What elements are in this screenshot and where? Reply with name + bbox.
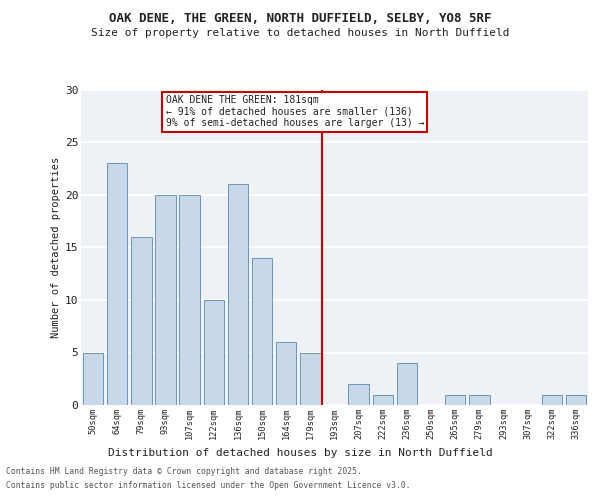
Bar: [542, 394, 562, 405]
Bar: [107, 164, 127, 405]
Bar: [445, 394, 466, 405]
Bar: [469, 394, 490, 405]
Bar: [83, 352, 103, 405]
Text: OAK DENE THE GREEN: 181sqm
← 91% of detached houses are smaller (136)
9% of semi: OAK DENE THE GREEN: 181sqm ← 91% of deta…: [166, 95, 424, 128]
Bar: [300, 352, 320, 405]
Text: OAK DENE, THE GREEN, NORTH DUFFIELD, SELBY, YO8 5RF: OAK DENE, THE GREEN, NORTH DUFFIELD, SEL…: [109, 12, 491, 26]
Text: Distribution of detached houses by size in North Duffield: Distribution of detached houses by size …: [107, 448, 493, 458]
Bar: [155, 195, 176, 405]
Bar: [373, 394, 393, 405]
Bar: [397, 363, 417, 405]
Bar: [179, 195, 200, 405]
Bar: [566, 394, 586, 405]
Bar: [203, 300, 224, 405]
Text: Contains public sector information licensed under the Open Government Licence v3: Contains public sector information licen…: [6, 481, 410, 490]
Bar: [131, 237, 152, 405]
Text: Size of property relative to detached houses in North Duffield: Size of property relative to detached ho…: [91, 28, 509, 38]
Bar: [276, 342, 296, 405]
Y-axis label: Number of detached properties: Number of detached properties: [50, 157, 61, 338]
Bar: [252, 258, 272, 405]
Bar: [349, 384, 369, 405]
Bar: [227, 184, 248, 405]
Text: Contains HM Land Registry data © Crown copyright and database right 2025.: Contains HM Land Registry data © Crown c…: [6, 468, 362, 476]
